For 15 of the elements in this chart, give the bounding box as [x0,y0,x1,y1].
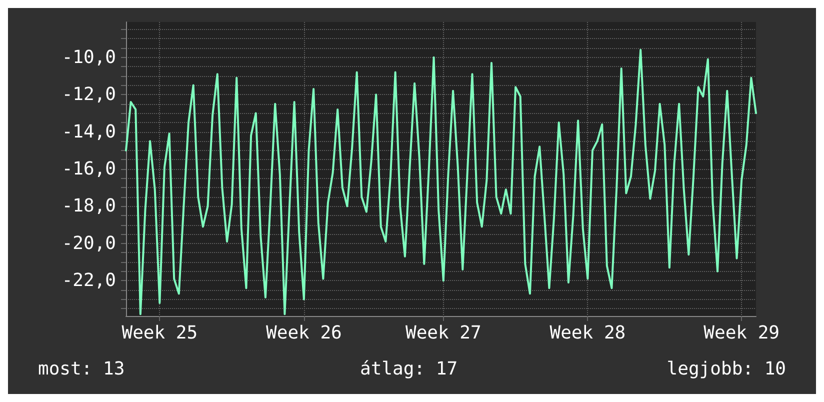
text: átlag: 17 [360,358,458,380]
x-tick-label: Week 28 [550,322,626,344]
text: legjobb: 10 [666,358,786,380]
y-tick-label: -22,0 [62,270,116,292]
y-tick-label: -10,0 [62,46,116,68]
y-tick-label: -12,0 [62,84,116,106]
y-tick-label: -16,0 [62,158,116,180]
y-tick-label: -20,0 [62,232,116,254]
x-tick-label: Week 25 [122,322,198,344]
x-tick-label: Week 29 [704,322,780,344]
x-tick-label: Week 27 [405,322,482,344]
text: most: 13 [38,358,125,380]
x-tick-label: Week 26 [266,322,342,344]
y-tick-label: -18,0 [62,196,116,217]
y-tick-label: -14,0 [62,121,116,142]
